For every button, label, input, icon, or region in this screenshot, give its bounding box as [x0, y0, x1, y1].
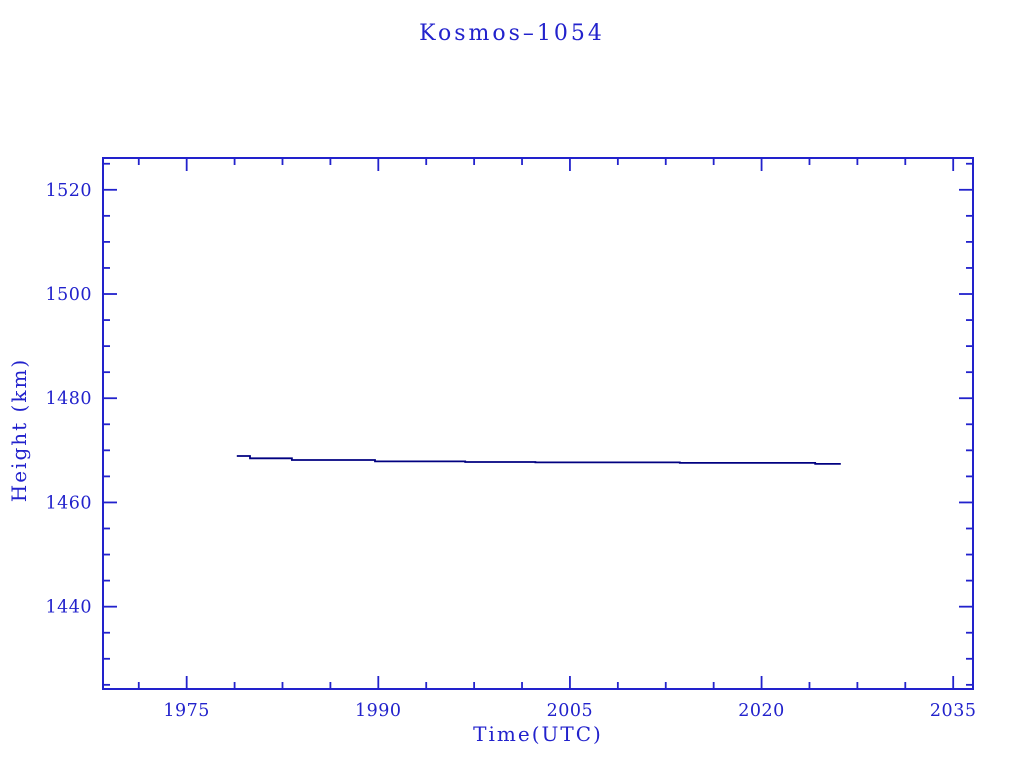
x-tick-label: 1990 — [355, 701, 402, 721]
plot-frame — [102, 157, 974, 690]
y-tick-label: 1500 — [45, 285, 92, 305]
data-line-orbit-height — [236, 455, 841, 465]
x-tick-label: 2005 — [547, 701, 594, 721]
y-tick-label: 1460 — [45, 493, 92, 513]
y-tick-label: 1520 — [45, 181, 92, 201]
x-tick-label: 2035 — [930, 701, 977, 721]
chart-title: Kosmos–1054 — [419, 21, 605, 46]
y-tick-label: 1480 — [45, 389, 92, 409]
x-tick-label: 2020 — [738, 701, 785, 721]
x-axis-label: Time(UTC) — [473, 722, 603, 746]
y-axis-label: Height (km) — [7, 358, 31, 502]
plot-area: 1975 1990 2005 2020 2035 1440 1460 1480 1500 1520 — [45, 157, 977, 721]
x-tick-label: 1975 — [163, 701, 210, 721]
y-tick-label: 1440 — [45, 598, 92, 618]
